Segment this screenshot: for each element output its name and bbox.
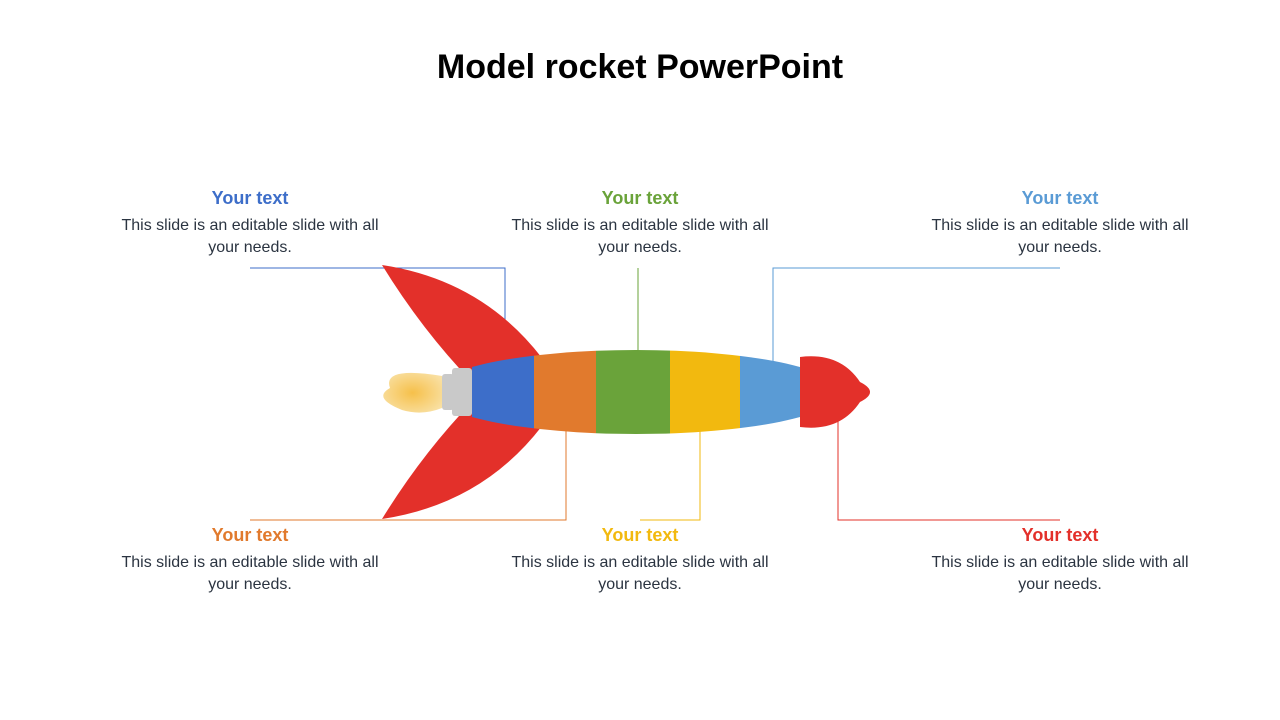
callout-c5: Your text This slide is an editable slide… — [510, 525, 770, 595]
callout-c6: Your text This slide is an editable slide… — [930, 525, 1190, 595]
callout-label: Your text — [510, 525, 770, 546]
callout-body: This slide is an editable slide with all… — [510, 552, 770, 595]
callout-label: Your text — [120, 188, 380, 209]
callout-label: Your text — [930, 188, 1190, 209]
callout-body: This slide is an editable slide with all… — [930, 215, 1190, 258]
callout-body: This slide is an editable slide with all… — [510, 215, 770, 258]
flame-icon — [383, 373, 442, 413]
rocket-body — [472, 345, 800, 439]
rocket-nose — [800, 356, 870, 427]
callout-c4: Your text This slide is an editable slide… — [120, 525, 380, 595]
rocket-diagram — [0, 0, 1280, 720]
callout-label: Your text — [120, 525, 380, 546]
callout-c3: Your text This slide is an editable slide… — [930, 188, 1190, 258]
callout-body: This slide is an editable slide with all… — [930, 552, 1190, 595]
callout-c1: Your text This slide is an editable slide… — [120, 188, 380, 258]
rocket-engine — [442, 368, 472, 416]
callout-label: Your text — [510, 188, 770, 209]
callout-body: This slide is an editable slide with all… — [120, 552, 380, 595]
callout-body: This slide is an editable slide with all… — [120, 215, 380, 258]
callout-c2: Your text This slide is an editable slide… — [510, 188, 770, 258]
callout-label: Your text — [930, 525, 1190, 546]
